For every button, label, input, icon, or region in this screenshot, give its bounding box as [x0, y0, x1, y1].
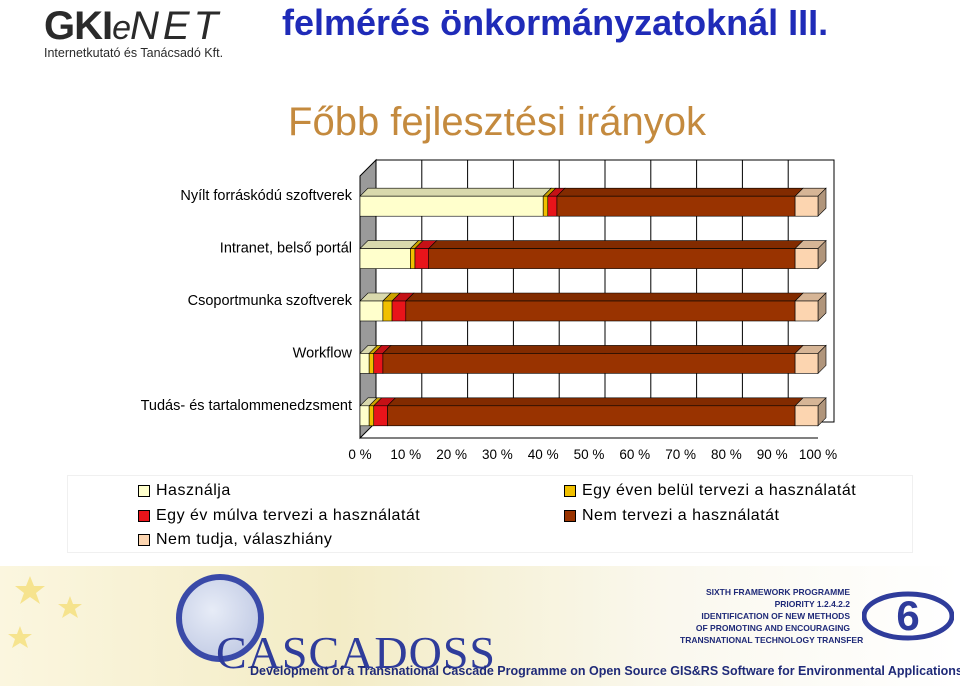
- bar-segment: [794, 248, 819, 269]
- gkienet-logo: GKIeNET Internetkutató és Tanácsadó Kft.: [44, 4, 254, 62]
- fp6-logo: 6: [862, 591, 954, 641]
- fp6-number: 6: [896, 592, 919, 639]
- legend-swatch: [138, 485, 150, 497]
- bar-segment: [359, 405, 370, 427]
- bar-segment: [373, 405, 388, 427]
- bar-segment: [359, 248, 411, 269]
- programme-line: OF PROMOTING AND ENCOURAGING: [695, 623, 850, 633]
- bar-top: [386, 397, 804, 407]
- bar-segment: [556, 195, 796, 217]
- bar-segment: [794, 353, 819, 374]
- cascadoss-banner: CASCADOSS Development of a Transnational…: [0, 566, 960, 686]
- bar-segment: [368, 353, 375, 374]
- programme-line: SIXTH FRAMEWORK PROGRAMME: [705, 587, 850, 597]
- legend-label: Használja: [156, 482, 231, 499]
- bar-segment: [542, 195, 549, 217]
- bar-segment: [368, 405, 375, 427]
- category-label: Workflow: [293, 345, 353, 361]
- x-tick-label: 30 %: [482, 447, 513, 462]
- slide-title: felmérés önkormányzatoknál III.: [282, 2, 829, 43]
- chart-legend: Használja Egy éven belül tervezi a haszn…: [68, 476, 912, 552]
- globe-icon: [176, 574, 264, 662]
- legend-label: Egy éven belül tervezi a használatát: [582, 482, 857, 499]
- bar-segment: [428, 248, 796, 269]
- bar-segment: [794, 300, 819, 322]
- bar-segment: [547, 195, 558, 217]
- bar-segment: [410, 248, 416, 269]
- bar-segment: [405, 300, 796, 322]
- programme-line: TRANSNATIONAL TECHNOLOGY TRANSFER: [680, 635, 864, 645]
- programme-info: SIXTH FRAMEWORK PROGRAMME PRIORITY 1.2.4…: [680, 586, 864, 646]
- legend-item-egy-even-belul: Egy éven belül tervezi a használatát: [564, 482, 856, 500]
- programme-line: IDENTIFICATION OF NEW METHODS: [701, 611, 850, 621]
- bar-segment: [794, 405, 819, 427]
- bar-top: [359, 187, 552, 197]
- x-tick-label: 0 %: [348, 447, 371, 462]
- x-tick-label: 100 %: [799, 447, 837, 462]
- project-tagline: Development of a Transnational Cascade P…: [250, 664, 960, 678]
- bar-top: [405, 292, 804, 302]
- x-tick-label: 90 %: [757, 447, 788, 462]
- bar-top: [359, 240, 420, 249]
- bar-segment: [359, 353, 370, 374]
- bar-segment: [382, 300, 393, 322]
- project-name: CASCADOSS: [216, 627, 496, 678]
- logo-wordmark: GKIeNET: [44, 4, 223, 48]
- x-tick-label: 70 %: [665, 447, 696, 462]
- legend-item-egy-ev-mulva: Egy év múlva tervezi a használatát: [138, 507, 420, 525]
- bar-top: [427, 240, 804, 249]
- x-tick-label: 10 %: [390, 447, 421, 462]
- legend-item-nem-tervezi: Nem tervezi a használatát: [564, 507, 779, 525]
- legend-swatch: [564, 485, 576, 497]
- programme-line: PRIORITY 1.2.4.2.2: [774, 599, 850, 609]
- legend-swatch: [138, 534, 150, 546]
- stacked-bar-chart: Nyílt forráskódú szoftverek Intranet, bel…: [141, 158, 837, 462]
- legend-label: Egy év múlva tervezi a használatát: [156, 507, 421, 524]
- bar-segment: [373, 353, 384, 374]
- x-tick-label: 80 %: [711, 447, 742, 462]
- bar-segment: [359, 300, 384, 322]
- category-label: Tudás- és tartalommenedzsment: [141, 398, 352, 414]
- category-label: Nyílt forráskódú szoftverek: [180, 188, 352, 204]
- bar-top: [382, 345, 804, 354]
- legend-label: Nem tudja, válaszhiány: [156, 531, 333, 548]
- legend-swatch: [564, 510, 576, 522]
- category-label: Intranet, belső portál: [220, 241, 352, 257]
- chart-title: Főbb fejlesztési irányok: [288, 100, 706, 144]
- x-tick-label: 20 %: [436, 447, 467, 462]
- legend-label: Nem tervezi a használatát: [582, 507, 780, 524]
- legend-item-hasznalja: Használja: [138, 482, 231, 500]
- legend-swatch: [138, 510, 150, 522]
- bar-segment: [414, 248, 429, 269]
- bar-top: [556, 187, 804, 197]
- bar-segment: [387, 405, 796, 427]
- bar-segment: [359, 195, 544, 217]
- logo-subtitle: Internetkutató és Tanácsadó Kft.: [44, 46, 224, 60]
- bar-segment: [382, 353, 796, 374]
- category-label: Csoportmunka szoftverek: [188, 293, 353, 309]
- x-tick-label: 50 %: [574, 447, 605, 462]
- x-tick-label: 40 %: [528, 447, 559, 462]
- legend-item-nem-tudja: Nem tudja, válaszhiány: [138, 531, 332, 549]
- x-tick-label: 60 %: [619, 447, 650, 462]
- bar-segment: [391, 300, 407, 322]
- eu-stars-icon: [8, 576, 82, 648]
- bar-segment: [794, 195, 819, 217]
